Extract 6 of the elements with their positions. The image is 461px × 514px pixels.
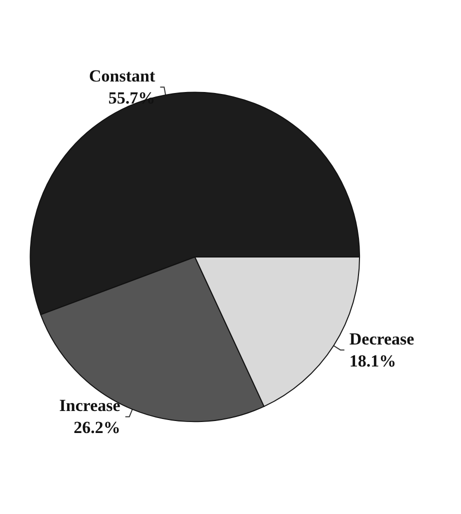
slice-label: Decrease <box>349 329 415 348</box>
data-label: 18.1% <box>349 351 396 370</box>
data-label: 26.2% <box>74 418 120 438</box>
slice-label: Constant <box>89 66 156 86</box>
data-label: 55.7% <box>108 88 156 108</box>
slice-label: Increase <box>59 396 121 416</box>
